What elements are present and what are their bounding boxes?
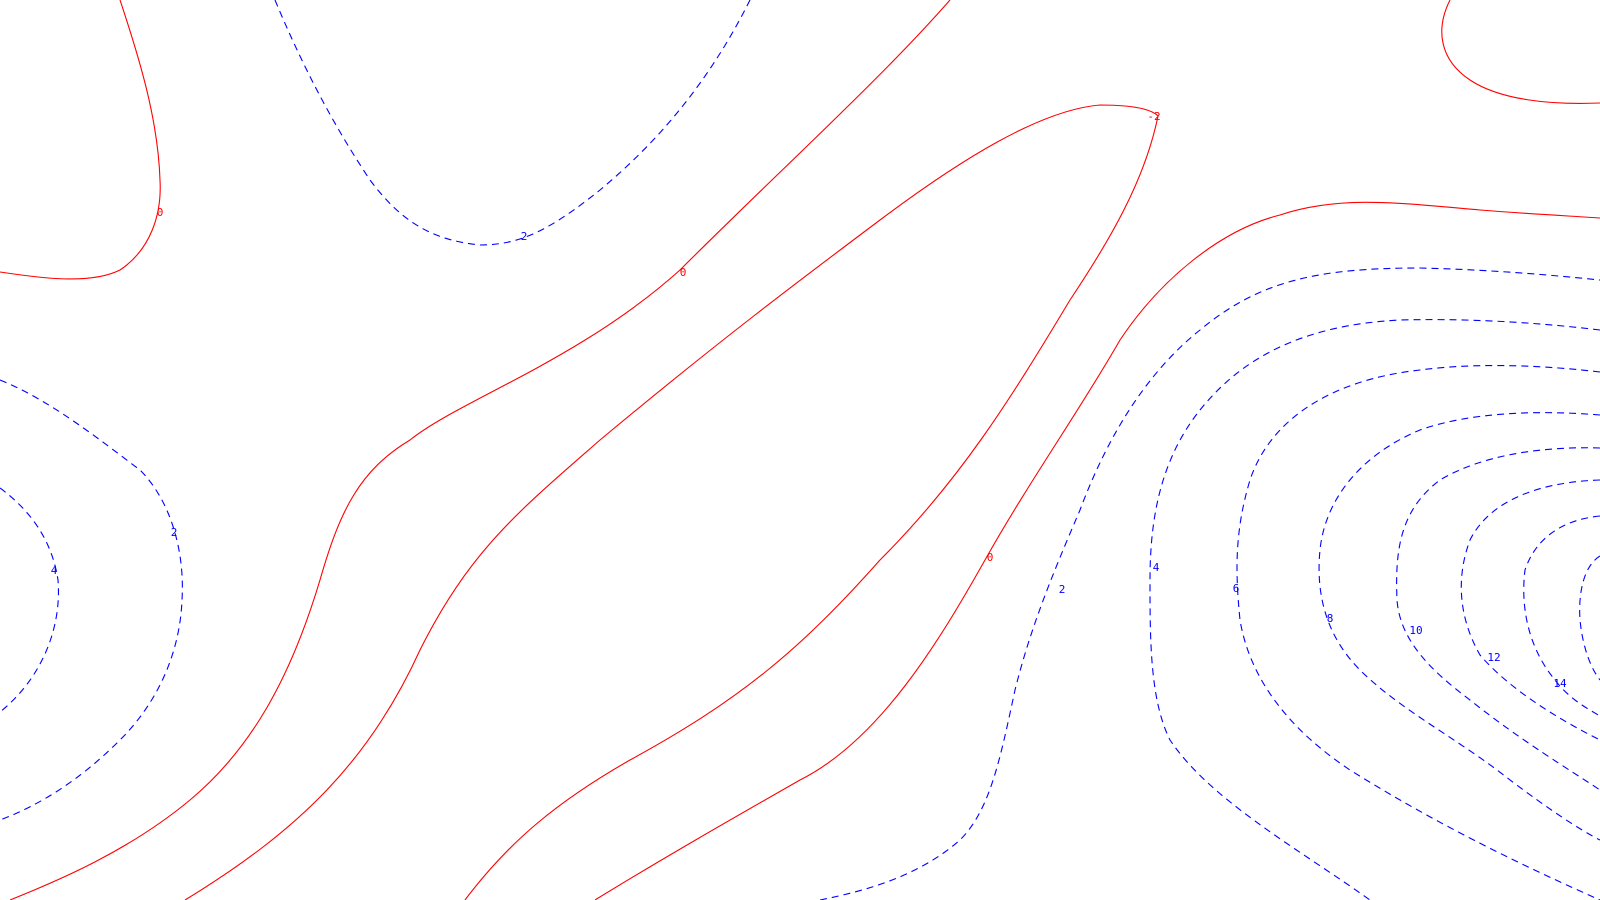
contour-line-0-right [594,201,1600,900]
contour-line-6 [1236,364,1600,900]
contour-label: 0 [680,266,687,279]
contour-label: 2 [171,526,178,539]
contour-label: 0 [157,206,164,219]
contour-line-2-right [819,267,1600,900]
contour-line-0-diagonal [9,0,951,900]
contour-line-8 [1318,412,1600,841]
contour-label: 14 [1553,677,1567,690]
contour-label: 4 [51,564,58,577]
contour-label: 12 [1487,651,1500,664]
contour-line-14 [1523,515,1600,717]
contour-labels: 0 0 -2 0 2 2 4 2 4 6 8 10 12 14 [51,110,1567,690]
contour-label: 10 [1409,624,1422,637]
contour-line-minus2-loop [184,104,1159,900]
contour-label: 2 [521,230,528,243]
contour-line-4-right [1149,319,1600,900]
contour-line-12 [1460,479,1600,741]
contour-line-4-left [0,487,60,713]
contour-line-2-left [0,379,183,821]
contour-line-16 [1579,555,1600,681]
contour-label: 6 [1233,582,1240,595]
contour-label: 8 [1327,612,1334,625]
contour-line-0-top-right [1441,0,1600,104]
contour-label: 0 [987,551,994,564]
contour-line-10 [1396,447,1600,791]
contour-label: 4 [1153,561,1160,574]
contour-label: 2 [1059,583,1066,596]
contour-line-0-top-left [0,0,161,280]
contour-line-2-top [274,0,751,246]
contour-label: -2 [1147,110,1160,123]
